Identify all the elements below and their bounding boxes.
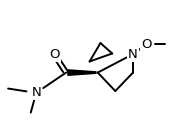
Polygon shape xyxy=(68,70,96,75)
Text: N: N xyxy=(31,86,41,99)
Text: N: N xyxy=(128,48,138,61)
Text: O: O xyxy=(49,48,60,61)
Text: O: O xyxy=(141,38,152,51)
